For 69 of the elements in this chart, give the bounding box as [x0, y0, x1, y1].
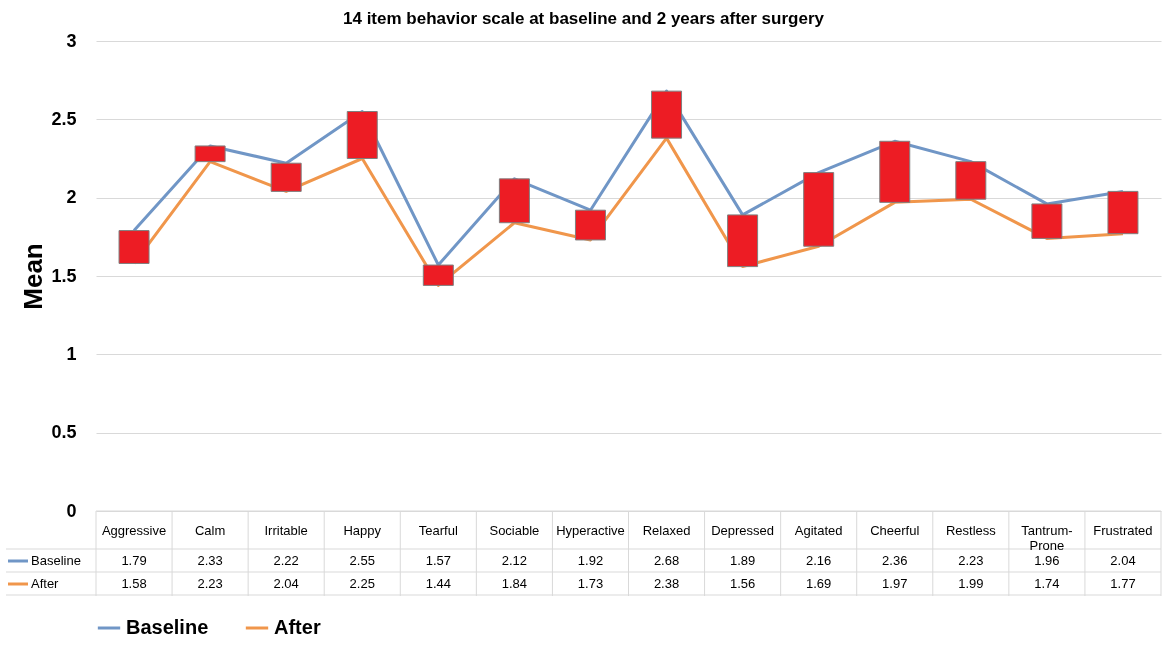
legend-label: After [31, 576, 60, 591]
bar [727, 214, 759, 268]
data-label: 2.12 [501, 553, 528, 568]
text: Baseline [126, 616, 209, 638]
bar [574, 209, 606, 241]
data-label: 1.69 [806, 576, 832, 591]
text: After [274, 616, 321, 638]
x-tick-label: Happy [343, 523, 382, 538]
x-tick-label: Relaxed [642, 523, 691, 538]
data-label: 1.97 [882, 576, 908, 591]
data-label: 1.89 [729, 553, 756, 568]
y-tick-label: 3 [66, 30, 77, 51]
y-tick-label: 1.5 [51, 265, 77, 286]
data-label: 2.36 [882, 553, 908, 568]
bar [346, 111, 378, 159]
x-tick-label: Cheerful [870, 523, 920, 538]
y-tick-label: 0 [66, 500, 77, 521]
legend-label: Baseline [31, 553, 81, 568]
bar [422, 264, 454, 286]
x-tick-label: Tearful [418, 523, 458, 538]
data-label: 2.04 [273, 576, 299, 591]
y-tick-label: 1 [66, 343, 77, 364]
y-tick-label: 2 [66, 187, 77, 208]
bar [1107, 190, 1139, 235]
data-label: 1.58 [121, 576, 147, 591]
x-tick-label: Frustrated [1093, 523, 1153, 538]
bar [879, 140, 911, 203]
data-label: 2.33 [197, 553, 223, 568]
data-label: 1.96 [1034, 553, 1060, 568]
data-label: 2.22 [273, 553, 299, 568]
data-label: 1.92 [577, 553, 604, 568]
data-label: 2.23 [197, 576, 223, 591]
data-label: 1.74 [1034, 576, 1060, 591]
bar [194, 145, 226, 163]
data-label: 2.68 [653, 553, 680, 568]
data-label: 2.55 [349, 553, 375, 568]
data-label: 1.84 [501, 576, 528, 591]
data-label: 2.23 [958, 553, 984, 568]
bar [1031, 203, 1063, 239]
data-label: 1.44 [425, 576, 451, 591]
x-tick-label: Restless [945, 523, 997, 538]
x-tick-label: Sociable [489, 523, 540, 538]
y-tick-label: 2.5 [51, 108, 77, 129]
bar [651, 90, 683, 139]
data-label: 2.04 [1110, 553, 1136, 568]
data-label: 1.57 [425, 553, 451, 568]
x-tick-label: Hyperactive [556, 523, 625, 538]
data-label: 2.16 [806, 553, 832, 568]
bar [498, 178, 530, 224]
data-label: 2.25 [349, 576, 375, 591]
x-tick-label: Calm [194, 523, 226, 538]
data-label: 1.99 [958, 576, 984, 591]
x-tick-label: Tantrum-Prone [1021, 523, 1073, 553]
chart-title: 14 item behavior scale at baseline and 2 years after surgery [343, 9, 825, 28]
bar [955, 161, 987, 200]
y-axis-title: Mean [18, 243, 49, 310]
data-label: 1.56 [729, 576, 756, 591]
y-tick-label: 0.5 [51, 422, 77, 443]
bar [803, 172, 835, 247]
x-tick-label: Aggressive [101, 523, 167, 538]
data-label: 1.79 [121, 553, 147, 568]
x-tick-label: Irritable [264, 523, 308, 538]
x-tick-label: Agitated [794, 523, 843, 538]
x-tick-label: Depressed [711, 523, 775, 538]
data-label: 1.73 [577, 576, 604, 591]
bar [118, 230, 150, 264]
data-label: 2.38 [653, 576, 680, 591]
bar [270, 162, 302, 192]
data-label: 1.77 [1110, 576, 1136, 591]
